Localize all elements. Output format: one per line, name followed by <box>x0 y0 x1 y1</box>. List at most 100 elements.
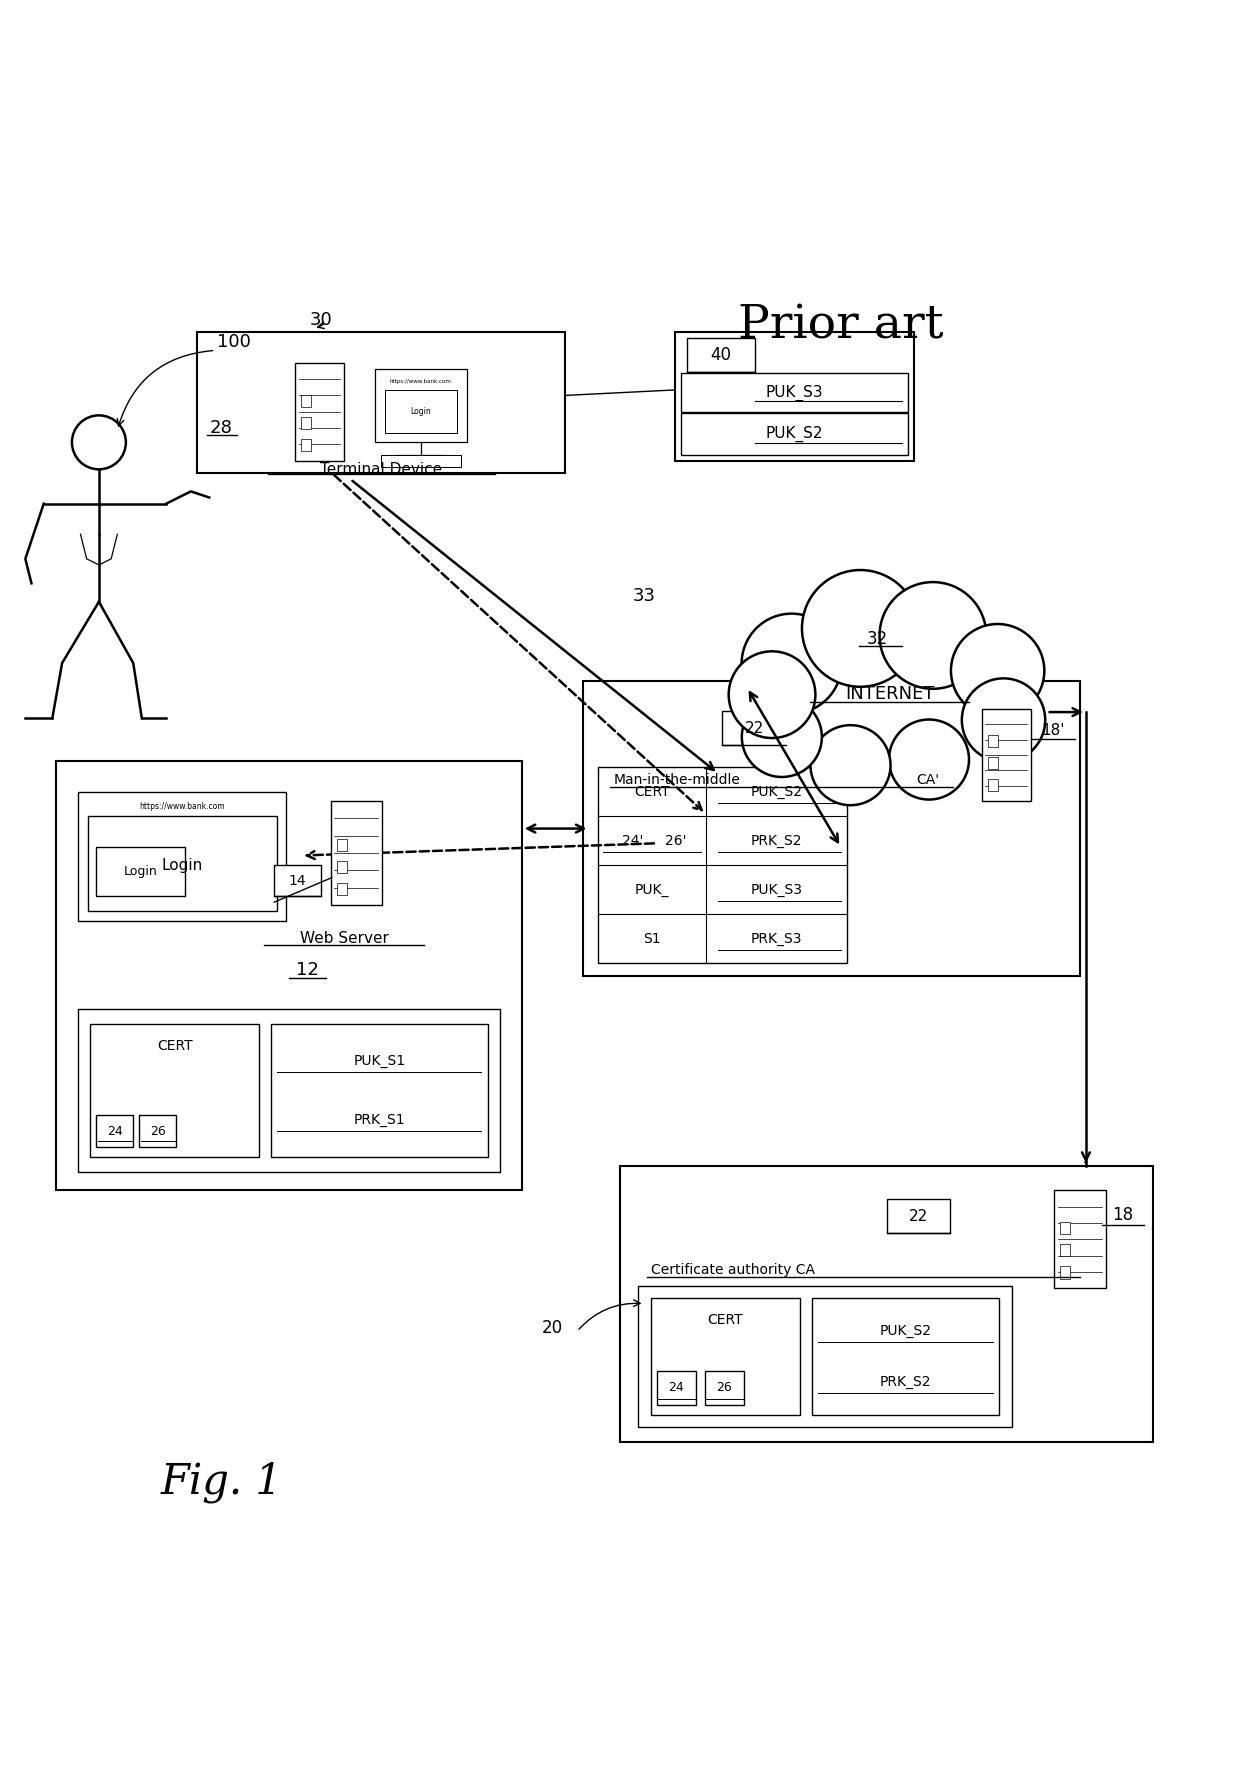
FancyBboxPatch shape <box>704 1371 744 1405</box>
Circle shape <box>729 650 816 738</box>
FancyBboxPatch shape <box>295 362 345 461</box>
Text: Login: Login <box>410 407 432 416</box>
Text: PUK_S3: PUK_S3 <box>766 385 823 401</box>
FancyBboxPatch shape <box>812 1297 999 1414</box>
Circle shape <box>742 613 842 713</box>
Text: INTERNET: INTERNET <box>844 685 935 702</box>
Text: 33: 33 <box>634 586 656 604</box>
Text: 26: 26 <box>717 1382 732 1394</box>
Text: 32: 32 <box>867 629 888 647</box>
Text: Prior art: Prior art <box>738 303 944 348</box>
Text: PRK_S3: PRK_S3 <box>750 932 802 946</box>
FancyBboxPatch shape <box>1054 1190 1106 1288</box>
FancyBboxPatch shape <box>374 369 466 443</box>
Circle shape <box>72 416 126 470</box>
Circle shape <box>951 624 1044 717</box>
FancyBboxPatch shape <box>887 1199 950 1233</box>
FancyBboxPatch shape <box>722 711 786 745</box>
FancyBboxPatch shape <box>97 848 185 896</box>
FancyBboxPatch shape <box>598 767 847 964</box>
Text: 30: 30 <box>310 310 332 328</box>
FancyBboxPatch shape <box>620 1167 1153 1441</box>
FancyBboxPatch shape <box>78 792 286 921</box>
Circle shape <box>889 720 968 799</box>
Text: CERT: CERT <box>157 1039 192 1052</box>
FancyBboxPatch shape <box>657 1371 696 1405</box>
FancyBboxPatch shape <box>91 1023 259 1158</box>
FancyBboxPatch shape <box>139 1115 176 1147</box>
FancyBboxPatch shape <box>988 756 998 769</box>
Text: 24': 24' <box>621 833 644 848</box>
Text: 24: 24 <box>668 1382 684 1394</box>
Text: PRK_S2: PRK_S2 <box>880 1374 931 1389</box>
Circle shape <box>811 726 890 805</box>
FancyBboxPatch shape <box>384 389 456 432</box>
Circle shape <box>889 720 968 799</box>
Text: Man-in-the-middle: Man-in-the-middle <box>614 772 740 787</box>
Circle shape <box>962 679 1045 762</box>
Text: 18': 18' <box>1042 722 1065 738</box>
Circle shape <box>802 570 919 686</box>
Text: Login: Login <box>124 866 157 878</box>
Text: Certificate authority CA: Certificate authority CA <box>651 1263 815 1278</box>
Text: 26': 26' <box>665 833 687 848</box>
FancyBboxPatch shape <box>88 817 277 910</box>
Text: 28: 28 <box>210 419 233 437</box>
FancyBboxPatch shape <box>56 762 522 1190</box>
FancyBboxPatch shape <box>301 439 311 452</box>
Circle shape <box>742 697 822 778</box>
Text: PUK_S2: PUK_S2 <box>880 1324 932 1339</box>
Text: 24: 24 <box>107 1125 123 1138</box>
Circle shape <box>811 726 890 805</box>
FancyBboxPatch shape <box>197 332 565 473</box>
Text: PUK_S2: PUK_S2 <box>750 785 802 799</box>
FancyBboxPatch shape <box>687 339 755 373</box>
FancyBboxPatch shape <box>381 455 460 468</box>
FancyBboxPatch shape <box>982 710 1030 801</box>
FancyBboxPatch shape <box>274 866 321 896</box>
FancyBboxPatch shape <box>337 860 346 873</box>
FancyBboxPatch shape <box>988 735 998 747</box>
Circle shape <box>962 679 1045 762</box>
Text: 20: 20 <box>542 1319 563 1337</box>
FancyBboxPatch shape <box>651 1297 800 1414</box>
FancyBboxPatch shape <box>1060 1267 1070 1278</box>
Text: 26: 26 <box>150 1125 166 1138</box>
FancyBboxPatch shape <box>583 681 1080 975</box>
Ellipse shape <box>763 642 1017 796</box>
FancyBboxPatch shape <box>301 394 311 407</box>
Text: 22: 22 <box>909 1208 929 1224</box>
FancyBboxPatch shape <box>331 801 382 905</box>
Text: CA': CA' <box>916 772 939 787</box>
Circle shape <box>879 582 986 688</box>
FancyBboxPatch shape <box>675 332 914 461</box>
Text: PUK_: PUK_ <box>635 883 670 896</box>
Text: https://www.bank.com: https://www.bank.com <box>389 378 451 383</box>
Text: https://www.bank.com: https://www.bank.com <box>139 803 226 812</box>
Circle shape <box>951 624 1044 717</box>
FancyBboxPatch shape <box>681 414 908 455</box>
Text: 40: 40 <box>711 346 732 364</box>
Text: CERT: CERT <box>708 1314 743 1328</box>
Circle shape <box>742 613 842 713</box>
Text: 22: 22 <box>744 720 764 735</box>
Text: PUK_S3: PUK_S3 <box>750 883 802 896</box>
Text: Login: Login <box>161 858 203 873</box>
FancyBboxPatch shape <box>639 1287 1012 1426</box>
FancyBboxPatch shape <box>1060 1244 1070 1256</box>
FancyBboxPatch shape <box>337 883 346 896</box>
Text: 100: 100 <box>217 333 250 351</box>
FancyBboxPatch shape <box>681 373 908 412</box>
Text: S1: S1 <box>644 932 661 946</box>
FancyBboxPatch shape <box>97 1115 133 1147</box>
FancyBboxPatch shape <box>78 1009 500 1172</box>
FancyBboxPatch shape <box>337 839 346 851</box>
FancyBboxPatch shape <box>1060 1222 1070 1235</box>
Text: PUK_S1: PUK_S1 <box>353 1054 405 1068</box>
Circle shape <box>742 697 822 778</box>
FancyBboxPatch shape <box>988 780 998 790</box>
Text: Web Server: Web Server <box>300 932 388 946</box>
Text: Fig. 1: Fig. 1 <box>160 1460 283 1503</box>
Text: PRK_S1: PRK_S1 <box>353 1113 405 1127</box>
Text: CERT: CERT <box>634 785 670 799</box>
